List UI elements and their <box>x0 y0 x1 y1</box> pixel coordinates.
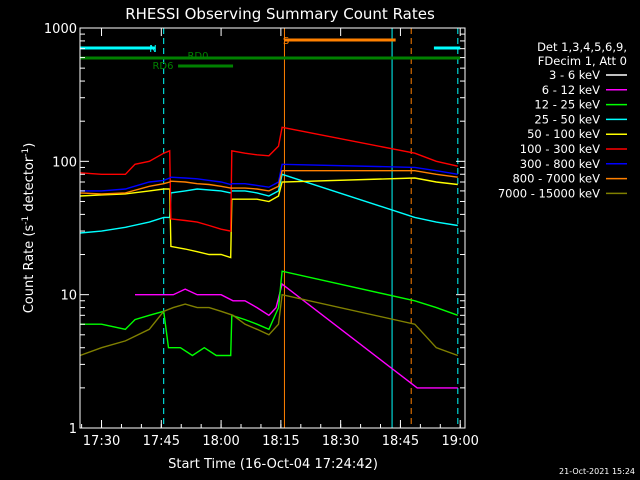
legend-header-line-1: Det 1,3,4,5,6,9, <box>537 40 627 54</box>
flag-label-s: S <box>283 36 289 47</box>
y-tick-label-1: 10 <box>60 289 77 304</box>
series-line-6 <box>80 163 458 192</box>
legend-header-line-2: FDecim 1, Att 0 <box>538 54 627 68</box>
series-line-3 <box>79 173 458 234</box>
axes: 17:30 17:45 18:00 18:15 18:30 18:45 19:00 1 10 10… <box>44 22 479 449</box>
y-tick-label-2: 100 <box>52 155 77 170</box>
x-tick-label-2: 18:00 <box>202 434 239 449</box>
series-line-0 <box>80 214 283 429</box>
series-line-8 <box>79 293 459 357</box>
x-tick-label-6: 19:00 <box>441 434 478 449</box>
legend-label-8: 7000 - 15000 keV <box>498 186 600 200</box>
legend-label-2: 12 - 25 keV <box>534 98 600 112</box>
x-tick-label-4: 18:30 <box>322 434 359 449</box>
y-axis-label-main: Count Rate (s <box>22 225 37 314</box>
flag-label-rd6: RD6 <box>152 61 173 72</box>
x-tick-label-5: 18:45 <box>382 434 419 449</box>
x-tick-label-3: 18:15 <box>262 434 299 449</box>
legend-label-7: 800 - 7000 keV <box>512 172 600 186</box>
y-axis-label-sup-1: -1 <box>21 216 31 225</box>
x-tick-label-0: 17:30 <box>83 434 120 449</box>
y-tick-label-0: 1 <box>69 422 77 437</box>
legend-label-0: 3 - 6 keV <box>549 68 600 82</box>
flag-label-rd0: RD0 <box>187 51 208 62</box>
series-line-1 <box>135 282 458 389</box>
legend-label-1: 6 - 12 keV <box>542 83 600 97</box>
date-stamp: 21-Oct-2021 15:24 <box>559 467 635 476</box>
legend-label-5: 100 - 300 keV <box>520 142 600 156</box>
plot-frame <box>79 27 466 429</box>
legend-label-4: 50 - 100 keV <box>527 127 600 141</box>
y-axis-label-sup-2: -1 <box>21 148 31 157</box>
y-axis-label-end: ) <box>22 143 37 148</box>
series-line-5 <box>79 126 458 232</box>
legend-label-3: 25 - 50 keV <box>534 112 600 126</box>
series-line-2 <box>80 270 459 357</box>
y-tick-label-3: 1000 <box>44 22 77 37</box>
series-line-4 <box>79 177 458 259</box>
series-line-7 <box>79 170 458 195</box>
legend: Det 1,3,4,5,6,9, FDecim 1, Att 0 3 - 6 k… <box>498 40 627 200</box>
chart-title: RHESSI Observing Summary Count Rates <box>125 5 435 23</box>
plot-content: N RD0 RD6 S <box>79 28 461 429</box>
y-axis-label-mid: detector <box>22 156 37 216</box>
flag-label-n: N <box>149 44 156 55</box>
y-axis-label: Count Rate (s-1 detector-1) <box>21 143 37 314</box>
legend-label-6: 300 - 800 keV <box>520 157 600 171</box>
x-axis-label: Start Time (16-Oct-04 17:24:42) <box>168 457 378 472</box>
x-tick-label-1: 17:45 <box>143 434 180 449</box>
